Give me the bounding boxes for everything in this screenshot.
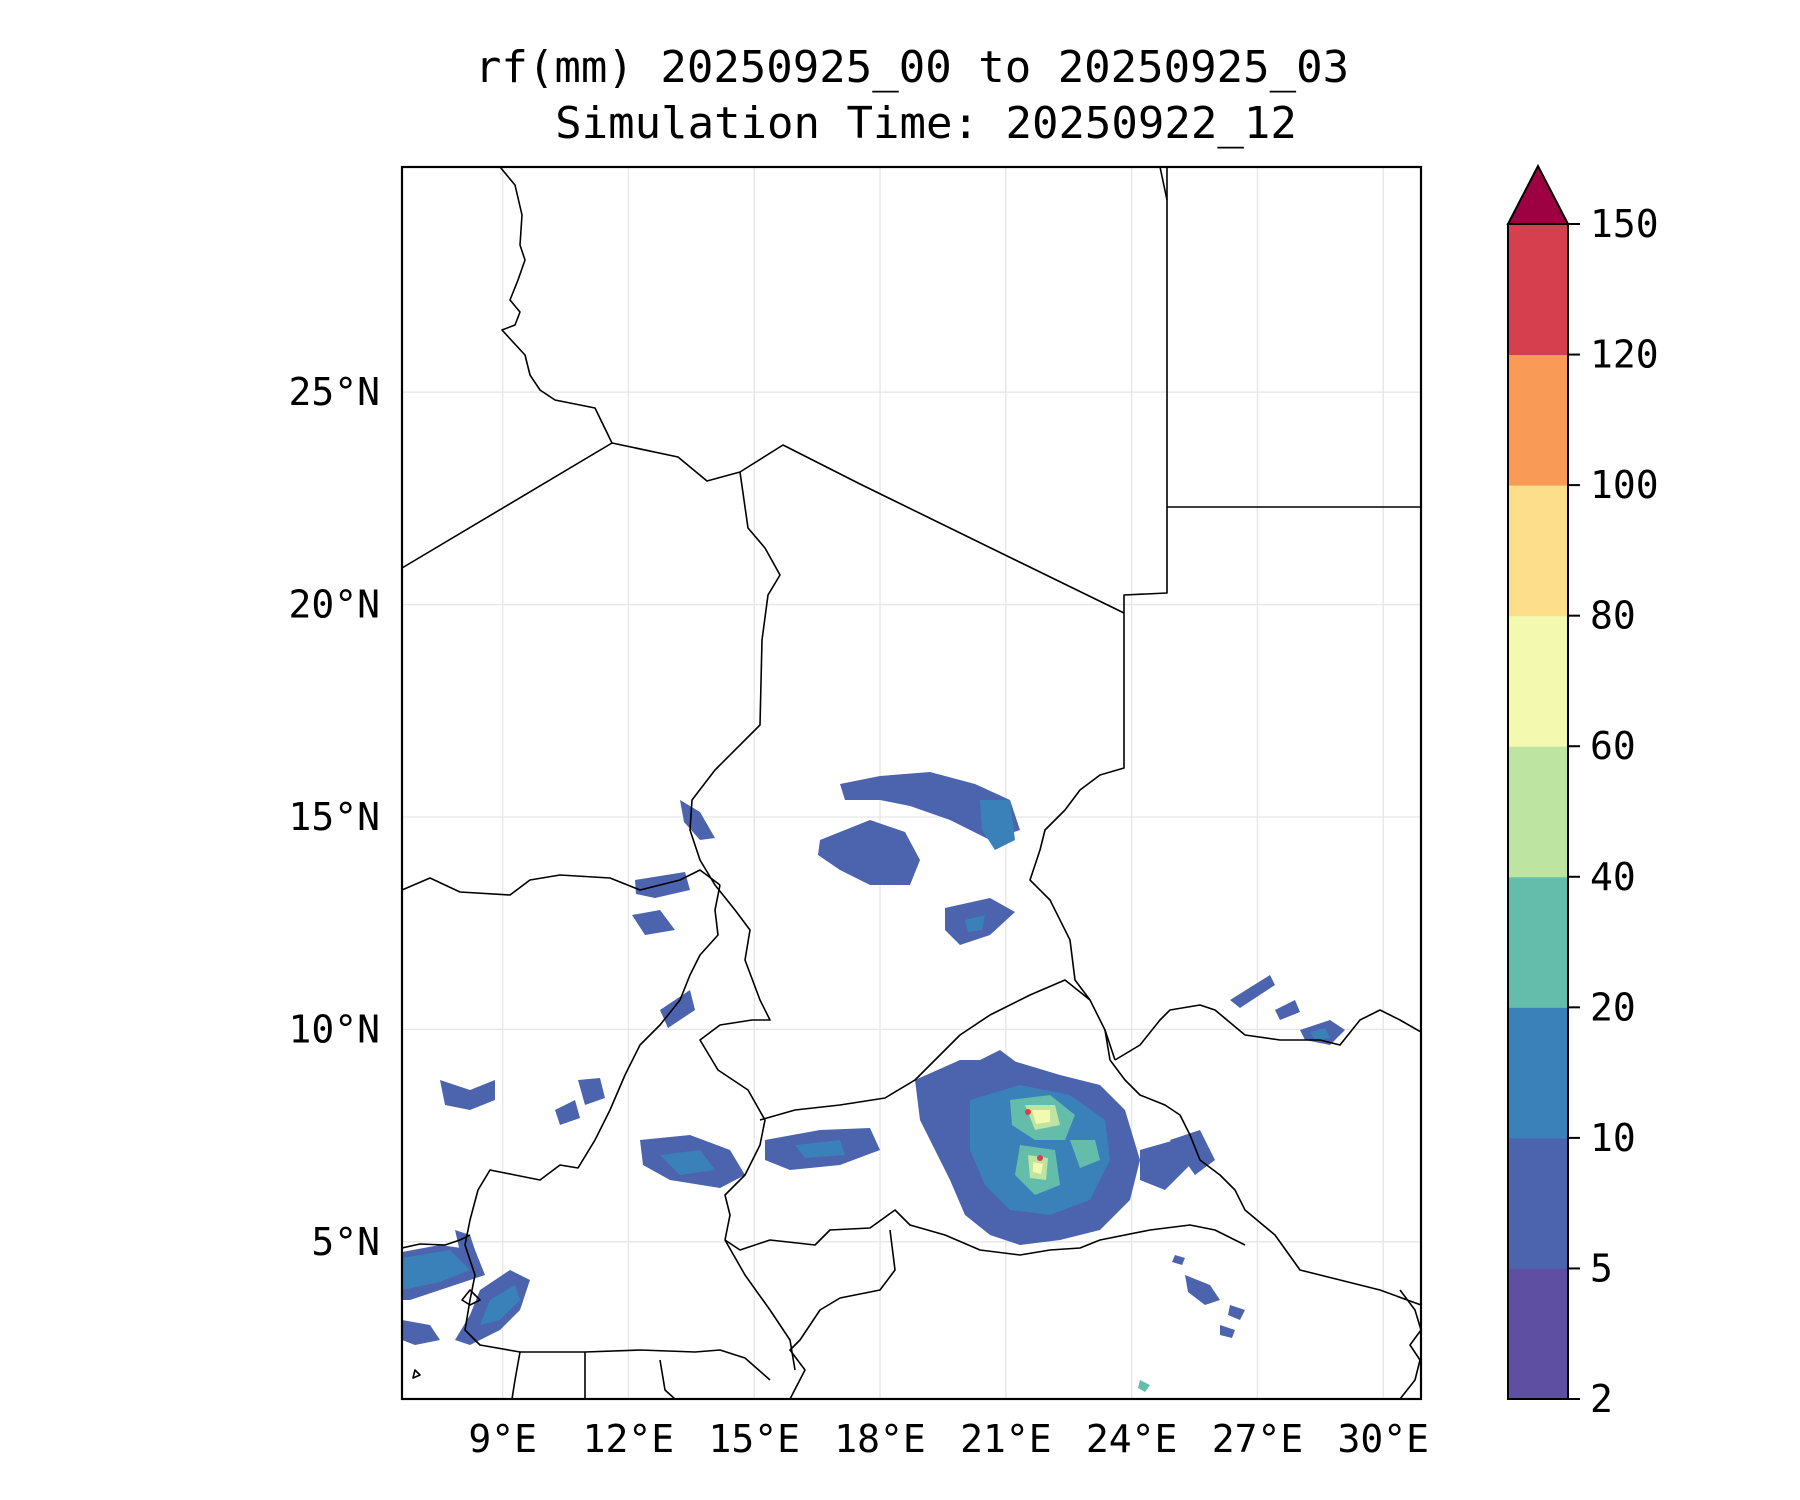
rain-cell: [1138, 1380, 1150, 1392]
rain-cell: [1185, 1275, 1220, 1305]
rain-cell: [980, 800, 1015, 850]
colorbar-segment: [1508, 746, 1568, 878]
colorbar-segment: [1508, 876, 1568, 1008]
colorbar-tick-label: 120: [1590, 333, 1659, 377]
y-axis-ticks: 5°N 10°N 15°N 20°N 25°N: [288, 370, 380, 1264]
rain-cell: [1032, 1110, 1050, 1124]
x-tick-label: 15°E: [708, 1417, 800, 1461]
rain-cell: [965, 915, 985, 932]
rain-cell: [1070, 1140, 1100, 1168]
rain-peak: [1025, 1109, 1031, 1115]
colorbar-tick-label: 80: [1590, 594, 1636, 638]
rain-cell: [632, 910, 675, 935]
colorbar-tick-label: 20: [1590, 985, 1636, 1029]
gridlines: [402, 167, 1421, 1399]
y-tick-label: 10°N: [288, 1007, 380, 1051]
colorbar-segment: [1508, 224, 1568, 356]
rain-cell: [795, 1140, 845, 1158]
colorbar-tick-label: 150: [1590, 202, 1659, 246]
rain-cell: [480, 1285, 520, 1325]
colorbar-segment: [1508, 1137, 1568, 1269]
rain-cell: [555, 1100, 580, 1125]
x-tick-label: 30°E: [1338, 1417, 1430, 1461]
colorbar-segment: [1508, 615, 1568, 747]
rain-cell: [578, 1078, 605, 1105]
rain-cell: [1275, 1000, 1300, 1020]
rain-cell: [1230, 975, 1275, 1008]
colorbar-tick-label: 40: [1590, 855, 1636, 899]
colorbar-segment: [1508, 485, 1568, 617]
rain-cell: [960, 1050, 1020, 1092]
rain-cell: [1033, 1162, 1043, 1174]
rain-cell: [402, 1250, 470, 1290]
x-axis-ticks: 9°E 12°E 15°E 18°E 21°E 24°E 27°E 30°E: [468, 1417, 1429, 1461]
rain-cell: [440, 1080, 495, 1110]
y-tick-label: 25°N: [288, 370, 380, 414]
rain-cell: [818, 820, 920, 885]
colorbar-frame: [1507, 223, 1569, 1400]
country-borders: [402, 167, 1421, 1399]
y-tick-label: 5°N: [311, 1220, 380, 1264]
colorbar-extend-arrow: [1506, 163, 1570, 225]
rain-cell: [1228, 1305, 1245, 1320]
rain-cell: [660, 1150, 715, 1175]
rain-cell: [840, 772, 1020, 840]
map-title: rf(mm) 20250925_00 to 20250925_03: [475, 42, 1349, 93]
rain-cell: [1172, 1255, 1185, 1265]
rain-peak: [1037, 1155, 1043, 1161]
rain-cell: [1310, 1028, 1330, 1040]
x-tick-label: 24°E: [1086, 1417, 1178, 1461]
rain-cell: [1220, 1325, 1235, 1338]
x-tick-label: 12°E: [583, 1417, 675, 1461]
x-tick-label: 18°E: [834, 1417, 926, 1461]
x-tick-label: 21°E: [960, 1417, 1052, 1461]
rain-cell: [1140, 1140, 1190, 1190]
y-tick-label: 15°N: [288, 795, 380, 839]
colorbar-tick-label: 60: [1590, 724, 1636, 768]
rain-cell: [660, 990, 695, 1028]
colorbar-tick-label: 100: [1590, 463, 1659, 507]
colorbar-tick-label: 10: [1590, 1116, 1636, 1160]
map-frame: [400, 165, 1423, 1401]
rain-cell: [402, 1320, 440, 1345]
x-tick-label: 9°E: [468, 1417, 537, 1461]
rainfall-contours: [402, 772, 1345, 1392]
colorbar-tick-label: 5: [1590, 1246, 1613, 1290]
colorbar-segment: [1508, 354, 1568, 486]
colorbar-segment: [1508, 1268, 1568, 1400]
colorbar-segment: [1508, 1007, 1568, 1139]
y-tick-label: 20°N: [288, 583, 380, 627]
x-tick-label: 27°E: [1212, 1417, 1304, 1461]
colorbar-tick-label: 2: [1590, 1377, 1613, 1421]
colorbar: 2 5 10 20 40 60 80 100 120 150: [1506, 163, 1659, 1421]
rain-cell: [680, 800, 715, 840]
map-area: [402, 167, 1421, 1399]
map-subtitle: Simulation Time: 20250922_12: [555, 98, 1297, 149]
